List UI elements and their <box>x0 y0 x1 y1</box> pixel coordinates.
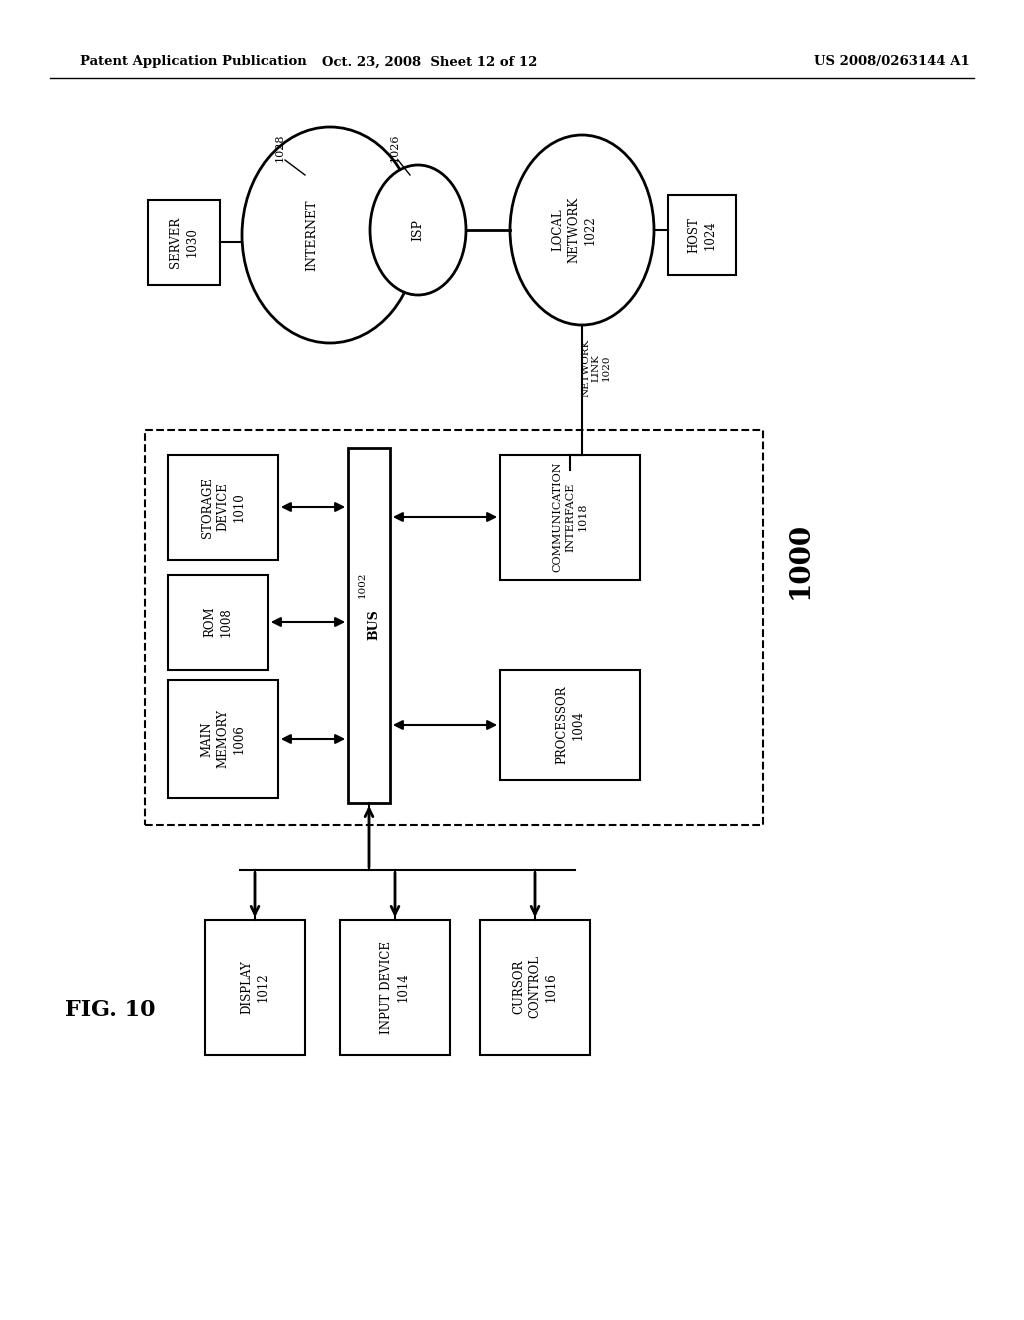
Text: 1028: 1028 <box>275 133 285 162</box>
Text: STORAGE
DEVICE
1010: STORAGE DEVICE 1010 <box>201 477 246 537</box>
Text: Patent Application Publication: Patent Application Publication <box>80 55 307 69</box>
Ellipse shape <box>242 127 418 343</box>
Text: DISPLAY
1012: DISPLAY 1012 <box>240 960 270 1014</box>
Bar <box>348 447 390 803</box>
Text: ISP: ISP <box>412 219 425 242</box>
Text: PROCESSOR
1004: PROCESSOR 1004 <box>555 686 585 764</box>
Bar <box>480 920 590 1055</box>
Bar <box>205 920 305 1055</box>
Text: US 2008/0263144 A1: US 2008/0263144 A1 <box>814 55 970 69</box>
Bar <box>148 201 220 285</box>
Text: MAIN
MEMORY
1006: MAIN MEMORY 1006 <box>201 710 246 768</box>
Bar <box>168 455 278 560</box>
Text: FIG. 10: FIG. 10 <box>65 999 156 1020</box>
Text: Oct. 23, 2008  Sheet 12 of 12: Oct. 23, 2008 Sheet 12 of 12 <box>323 55 538 69</box>
Text: 1026: 1026 <box>390 133 400 162</box>
Ellipse shape <box>510 135 654 325</box>
Text: HOST
1024: HOST 1024 <box>687 216 717 253</box>
Ellipse shape <box>370 165 466 294</box>
Text: INPUT DEVICE
1014: INPUT DEVICE 1014 <box>380 940 410 1034</box>
Text: 1002: 1002 <box>357 572 367 598</box>
Bar <box>168 576 268 671</box>
Text: BUS: BUS <box>368 610 381 640</box>
Text: NETWORK
LINK
1020: NETWORK LINK 1020 <box>581 339 611 397</box>
Bar <box>168 680 278 799</box>
Text: 1000: 1000 <box>786 521 813 598</box>
Text: LOCAL
NETWORK
1022: LOCAL NETWORK 1022 <box>552 197 597 263</box>
Text: CURSOR
CONTROL
1016: CURSOR CONTROL 1016 <box>512 956 557 1019</box>
Bar <box>668 195 736 275</box>
Bar <box>500 671 640 780</box>
Text: SERVER
1030: SERVER 1030 <box>169 216 199 268</box>
Text: COMMUNICATION
INTERFACE
1018: COMMUNICATION INTERFACE 1018 <box>553 462 588 573</box>
Bar <box>340 920 450 1055</box>
Text: INTERNET: INTERNET <box>305 199 318 271</box>
Bar <box>145 430 763 825</box>
Bar <box>500 455 640 579</box>
Text: ROM
1008: ROM 1008 <box>203 607 233 638</box>
